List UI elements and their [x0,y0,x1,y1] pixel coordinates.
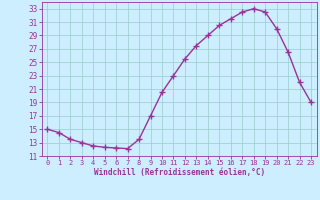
X-axis label: Windchill (Refroidissement éolien,°C): Windchill (Refroidissement éolien,°C) [94,168,265,177]
